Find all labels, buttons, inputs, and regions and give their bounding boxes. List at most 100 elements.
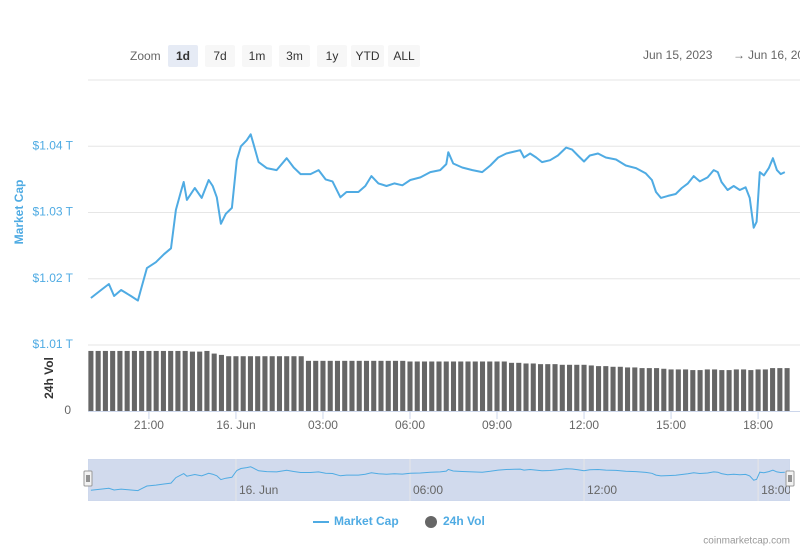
- volume-bar: [255, 356, 261, 411]
- zoom-button-label[interactable]: YTD: [356, 49, 380, 63]
- volume-bar: [327, 360, 333, 411]
- volume-bar: [465, 361, 471, 411]
- x-tick-label: 09:00: [482, 418, 512, 432]
- zoom-label: Zoom: [130, 49, 161, 63]
- navigator-line: [90, 466, 785, 492]
- volume-bar: [719, 370, 725, 411]
- zoom-button-label[interactable]: ALL: [393, 49, 415, 63]
- y2-axis-title: 24h Vol: [42, 357, 56, 399]
- zoom-button[interactable]: [279, 45, 310, 67]
- volume-bar: [276, 356, 282, 411]
- volume-bar: [182, 350, 188, 411]
- zoom-button[interactable]: [242, 45, 272, 67]
- volume-bar: [581, 364, 587, 411]
- volume-bar: [646, 368, 652, 411]
- zoom-button[interactable]: [205, 45, 235, 67]
- volume-bar: [668, 369, 674, 411]
- volume-bar: [305, 360, 312, 411]
- y-tick-label: $1.01 T: [33, 337, 74, 351]
- x-tick-label: 15:00: [656, 418, 686, 432]
- volume-bar: [523, 363, 529, 411]
- volume-bar: [378, 360, 384, 411]
- volume-bar: [704, 369, 710, 411]
- volume-bar: [197, 351, 203, 411]
- zoom-button-label[interactable]: 1d: [176, 49, 190, 63]
- y-tick-label: $1.04 T: [33, 138, 74, 152]
- zoom-button[interactable]: [168, 45, 198, 67]
- volume-bar: [385, 360, 391, 411]
- x-tick-label: 06:00: [395, 418, 425, 432]
- volume-bar: [291, 356, 297, 411]
- volume-bar: [436, 361, 442, 411]
- zoom-button[interactable]: [317, 45, 347, 67]
- volume-bar: [139, 350, 145, 411]
- zoom-button-label[interactable]: 1m: [249, 49, 266, 63]
- volume-bar: [262, 356, 268, 411]
- volume-bar: [342, 360, 348, 411]
- range-start: Jun 15, 2023: [643, 48, 713, 62]
- zoom-button[interactable]: [388, 45, 420, 67]
- volume-bar: [102, 350, 108, 411]
- volume-bar: [320, 360, 326, 411]
- x-tick-label: 03:00: [308, 418, 338, 432]
- volume-bar: [494, 361, 500, 411]
- legend-label[interactable]: Market Cap: [334, 514, 399, 528]
- volume-bar: [392, 360, 399, 411]
- volume-bar: [697, 370, 703, 411]
- legend-circle-marker[interactable]: [425, 516, 437, 528]
- zoom-button-label[interactable]: 1y: [326, 49, 339, 63]
- volume-bar: [762, 369, 768, 411]
- volume-bar: [537, 364, 544, 411]
- volume-bar: [690, 370, 696, 411]
- volume-bar: [189, 351, 195, 411]
- volume-bar: [349, 360, 355, 411]
- y-tick-label: $1.02 T: [33, 271, 74, 285]
- volume-bar: [603, 366, 609, 411]
- volume-bar: [88, 350, 94, 411]
- volume-bar: [545, 364, 551, 411]
- volume-bar: [610, 366, 616, 411]
- volume-bar: [450, 361, 457, 411]
- volume-bar: [175, 350, 181, 411]
- volume-bar: [429, 361, 435, 411]
- volume-bar: [421, 361, 428, 411]
- volume-bar: [712, 369, 718, 411]
- volume-bar: [131, 350, 137, 411]
- volume-bar: [784, 368, 790, 411]
- volume-bar: [204, 350, 210, 411]
- volume-bar: [552, 364, 558, 411]
- x-tick-label: 12:00: [569, 418, 599, 432]
- navigator-handle[interactable]: [83, 470, 93, 487]
- volume-bar: [284, 356, 290, 411]
- volume-bar: [733, 369, 739, 411]
- credit: coinmarketcap.com: [703, 536, 790, 547]
- volume-bar: [211, 353, 217, 411]
- y-axis-title: Market Cap: [12, 180, 26, 245]
- legend-label[interactable]: 24h Vol: [443, 514, 485, 528]
- volume-bar: [146, 350, 152, 411]
- volume-bar: [508, 362, 515, 411]
- volume-bar: [400, 360, 406, 411]
- volume-bar: [233, 356, 239, 411]
- volume-bar: [770, 368, 776, 411]
- volume-bar: [363, 360, 370, 411]
- volume-bar: [596, 366, 602, 411]
- volume-bar: [639, 368, 645, 411]
- volume-bar: [153, 350, 159, 411]
- zoom-button-label[interactable]: 7d: [213, 49, 226, 63]
- zoom-button-label[interactable]: 3m: [286, 49, 303, 63]
- volume-bar: [356, 360, 362, 411]
- volume-bar: [617, 366, 623, 411]
- volume-bar: [110, 350, 116, 411]
- volume-bar: [741, 369, 747, 411]
- volume-bar: [516, 362, 522, 411]
- volume-bar: [625, 367, 631, 411]
- zoom-button[interactable]: [351, 45, 384, 67]
- volume-bar: [371, 360, 377, 411]
- navigator-handle[interactable]: [785, 470, 795, 487]
- volume-bar: [95, 350, 101, 411]
- volume-bar: [566, 364, 573, 411]
- volume-bar: [530, 363, 536, 411]
- volume-bar: [559, 364, 565, 411]
